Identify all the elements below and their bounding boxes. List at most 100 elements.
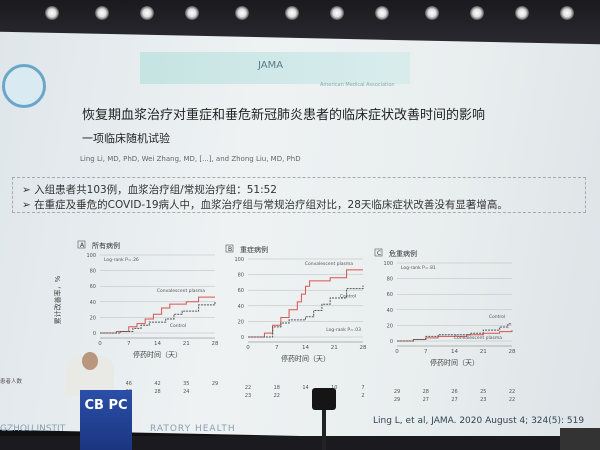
- y-tick-label: 60: [238, 288, 244, 294]
- society-logo: [2, 64, 46, 108]
- y-tick-label: 60: [387, 292, 393, 298]
- panel-letter: B: [228, 246, 232, 253]
- log-rank-p: Log-rank P=.81: [401, 265, 436, 271]
- risk-count: 22: [509, 389, 515, 395]
- journal-banner: [140, 52, 410, 84]
- log-rank-p: Log-rank P=.26: [104, 257, 139, 263]
- stage-light: [235, 6, 249, 20]
- y-tick-label: 40: [387, 308, 393, 314]
- podium: CB PC: [80, 390, 132, 450]
- risk-count: 22: [245, 385, 251, 391]
- risk-count: 28: [154, 389, 160, 395]
- stage-light: [375, 6, 389, 20]
- slide-subtitle: 一项临床随机试验: [82, 132, 170, 145]
- risk-count: 29: [394, 397, 400, 403]
- y-tick-label: 100: [234, 257, 244, 263]
- x-axis-label: 停药时间（天）: [133, 350, 182, 359]
- stage-light: [140, 6, 154, 20]
- risk-count: 46: [126, 381, 132, 387]
- x-tick-label: 0: [395, 349, 399, 355]
- stage-light: [560, 6, 574, 20]
- stage-light: [185, 6, 199, 20]
- y-tick-label: 20: [387, 323, 393, 329]
- y-tick-label: 20: [238, 319, 244, 325]
- speaker-head: [82, 352, 98, 370]
- x-tick-label: 14: [302, 345, 309, 351]
- stage-monitor: [560, 428, 600, 450]
- y-tick-label: 80: [238, 273, 244, 279]
- bullet-box: [12, 177, 586, 213]
- y-tick-label: 100: [383, 261, 393, 267]
- risk-count: 28: [423, 389, 429, 395]
- risk-count: 26: [451, 389, 457, 395]
- x-tick-label: 28: [360, 345, 367, 351]
- panel-letter-box: [77, 240, 86, 249]
- x-tick-label: 14: [451, 349, 458, 355]
- footer-left: GZHOU INSTIT: [0, 424, 66, 434]
- risk-count: 24: [183, 389, 189, 395]
- x-tick-label: 21: [183, 341, 190, 347]
- y-axis-label: 累计改善率，%: [53, 275, 62, 324]
- x-tick-label: 28: [509, 349, 516, 355]
- control-curve: [100, 301, 216, 334]
- x-tick-label: 28: [212, 341, 219, 347]
- x-axis-label: 停药时间（天）: [281, 354, 330, 363]
- panel-title: 所有病例: [92, 241, 120, 250]
- control-label: Control: [170, 323, 186, 329]
- stage-light: [515, 6, 529, 20]
- panel-title: 重症病例: [240, 245, 268, 254]
- risk-table-label: 患者人数: [0, 377, 23, 385]
- y-tick-label: 60: [90, 284, 96, 290]
- slide-title: 恢复期血浆治疗对重症和垂危新冠肺炎患者的临床症状改善时间的影响: [82, 108, 486, 123]
- plasma-curve: [248, 269, 363, 338]
- citation: Ling L, et al, JAMA. 2020 August 4; 324(…: [373, 416, 585, 426]
- x-tick-label: 21: [331, 345, 338, 351]
- y-tick-label: 100: [86, 253, 96, 259]
- control-curve: [248, 285, 364, 338]
- risk-count: 22: [274, 393, 280, 399]
- y-tick-label: 0: [93, 331, 96, 337]
- risk-count: 14: [302, 385, 308, 391]
- y-tick-label: 0: [390, 339, 393, 345]
- stage-light: [95, 6, 109, 20]
- risk-count: 29: [212, 381, 218, 387]
- x-tick-label: 7: [424, 349, 428, 355]
- stage-light: [330, 6, 344, 20]
- camera-tripod: [322, 410, 326, 450]
- y-tick-label: 80: [387, 277, 393, 283]
- risk-count: 22: [509, 397, 515, 403]
- y-tick-label: 80: [90, 269, 96, 275]
- bullet-1: ➢ 入组患者共103例，血浆治疗组/常规治疗组：51:52: [22, 184, 277, 196]
- panel-title: 危重病例: [389, 249, 417, 258]
- y-tick-label: 40: [90, 300, 96, 306]
- stage-light: [470, 6, 484, 20]
- bullet-2: ➢ 在重症及垂危的COVID-19病人中，血浆治疗组与常规治疗组对比，28天临床…: [22, 199, 508, 211]
- risk-count: 42: [154, 381, 160, 387]
- x-axis-label: 停药时间（天）: [430, 358, 479, 367]
- control-curve: [397, 323, 512, 342]
- risk-count: 23: [245, 393, 251, 399]
- control-label: Control: [489, 314, 505, 320]
- risk-count: 2: [361, 393, 364, 399]
- risk-count: 7: [361, 385, 364, 391]
- stage-floor: [0, 436, 600, 450]
- authors: Ling Li, MD, PhD, Wei Zhang, MD, [...], …: [80, 155, 301, 163]
- stage-light: [285, 6, 299, 20]
- x-tick-label: 0: [98, 341, 102, 347]
- risk-count: 27: [451, 397, 457, 403]
- log-rank-p: Log-rank P=.03: [326, 327, 361, 333]
- x-tick-label: 14: [154, 341, 161, 347]
- plasma-label: Convalescent plasma: [157, 288, 205, 294]
- video-camera: [312, 388, 336, 410]
- journal-name: JAMA: [258, 60, 284, 71]
- plasma-label: Convalescent plasma: [305, 261, 353, 267]
- x-tick-label: 7: [275, 345, 279, 351]
- control-label: Control: [340, 294, 356, 300]
- risk-count: 35: [183, 381, 189, 387]
- panel-letter-box: [374, 248, 383, 257]
- stage-light: [45, 6, 59, 20]
- stage-light: [425, 6, 439, 20]
- panel-letter: A: [80, 242, 85, 249]
- plasma-curve: [100, 296, 215, 334]
- risk-count: 29: [394, 389, 400, 395]
